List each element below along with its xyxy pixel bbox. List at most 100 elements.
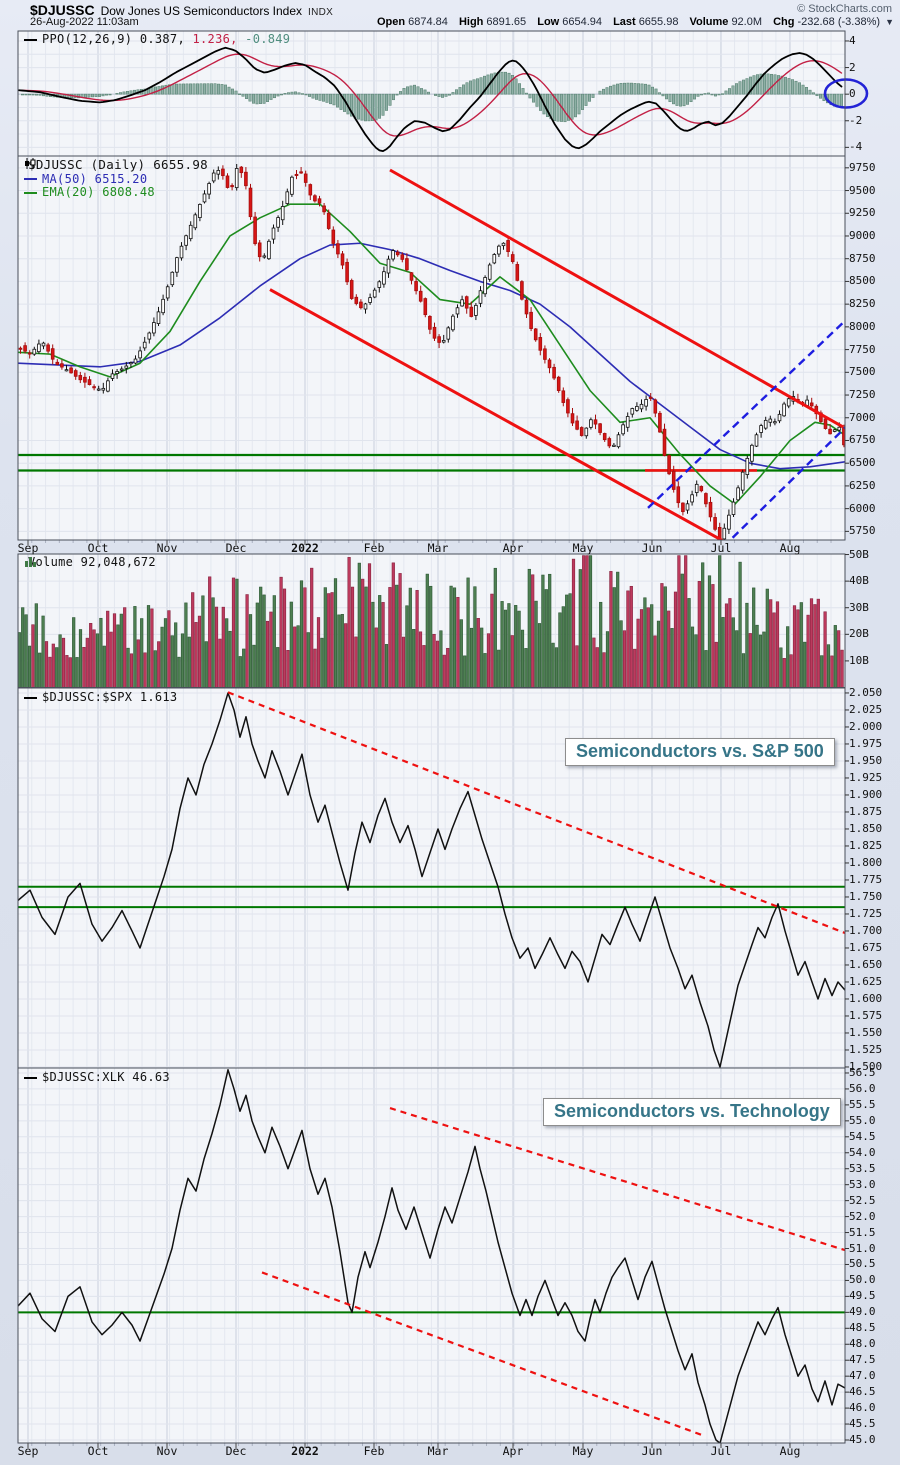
- volume-legend-text: Volume 92,048,672: [28, 555, 156, 569]
- y-axis-tick-label: 2.050: [849, 685, 883, 699]
- ratio-spx-legend-text: $DJUSSC:$SPX 1.613: [42, 690, 178, 704]
- y-axis-tick-label: 7500: [849, 365, 876, 379]
- y-axis-tick-label: 1.750: [849, 889, 883, 903]
- y-axis-tick-label: 54.0: [849, 1145, 876, 1159]
- low-label: Low: [537, 16, 560, 28]
- last-value: 6655.98: [638, 16, 679, 28]
- y-axis-tick-label: 46.0: [849, 1401, 876, 1415]
- y-axis-tick-label: 47.0: [849, 1369, 876, 1383]
- y-axis-tick-label: 4: [849, 33, 856, 47]
- x-axis-month-label: Jul: [710, 1444, 732, 1458]
- y-axis-tick-label: 40B: [849, 574, 869, 588]
- y-axis-tick-label: 55.5: [849, 1097, 876, 1111]
- y-axis-tick-label: 55.0: [849, 1113, 876, 1127]
- y-axis-tick-label: 1.575: [849, 1008, 883, 1022]
- x-axis-month-label: Mar: [427, 1444, 449, 1458]
- y-axis-tick-label: 56.0: [849, 1081, 876, 1095]
- x-axis-month-label: Apr: [502, 541, 524, 555]
- x-axis-month-label: Oct: [87, 1444, 109, 1458]
- x-axis-month-label: May: [572, 541, 594, 555]
- ma50-swatch: [24, 178, 37, 180]
- x-axis-month-label: Sep: [17, 541, 39, 555]
- volume-label: Volume: [689, 16, 729, 28]
- y-axis-tick-label: 9750: [849, 160, 876, 174]
- exchange-tag: INDX: [308, 7, 334, 18]
- y-axis-tick-label: 1.925: [849, 770, 883, 784]
- low-value: 6654.94: [562, 16, 602, 28]
- ppo-legend: PPO(12,26,9) 0.387, 1.236, -0.849: [24, 32, 291, 47]
- x-axis-month-label: Jun: [641, 541, 663, 555]
- x-axis-month-label: Jul: [710, 541, 732, 555]
- y-axis-tick-label: 50.5: [849, 1257, 876, 1271]
- y-axis-tick-label: 48.5: [849, 1321, 876, 1335]
- y-axis-tick-label: 1.625: [849, 974, 883, 988]
- price-legend-title: $DJUSSC (Daily) 6655.98: [28, 157, 208, 172]
- y-axis-tick-label: 1.600: [849, 991, 883, 1005]
- chg-label: Chg: [773, 16, 795, 28]
- y-axis-tick-label: 6750: [849, 433, 876, 447]
- y-axis-tick-label: 1.525: [849, 1042, 883, 1056]
- ppo-legend-main: PPO(12,26,9) 0.387,: [42, 32, 185, 46]
- x-axis-month-label: Sep: [17, 1444, 39, 1458]
- y-axis-tick-label: 45.5: [849, 1417, 876, 1431]
- x-axis-month-label: Feb: [363, 1444, 385, 1458]
- y-axis-tick-label: -2: [849, 113, 863, 127]
- y-axis-tick-label: 46.5: [849, 1385, 876, 1399]
- y-axis-tick-label: 1.500: [849, 1059, 883, 1073]
- ratio-spx-swatch: [24, 696, 37, 699]
- x-axis-month-label: Jun: [641, 1444, 663, 1458]
- y-axis-tick-label: 45.0: [849, 1433, 876, 1446]
- x-axis-month-label: May: [572, 1444, 594, 1458]
- index-name: Dow Jones US Semiconductors Index: [100, 4, 303, 18]
- chart-header: $DJUSSC Dow Jones US Semiconductors Index…: [30, 2, 333, 20]
- y-axis-tick-label: 50B: [849, 547, 869, 561]
- volume-legend: Volume 92,048,672: [24, 555, 156, 570]
- x-axis-month-label: Mar: [427, 541, 449, 555]
- y-axis-tick-label: -4: [849, 140, 863, 154]
- last-label: Last: [613, 16, 636, 28]
- y-axis-tick-label: 8250: [849, 297, 876, 311]
- y-axis-tick-label: 6000: [849, 501, 876, 515]
- y-axis-tick-label: 1.875: [849, 804, 883, 818]
- quote-strip: Open 6874.84 High 6891.65 Low 6654.94 Last 6…: [369, 16, 894, 28]
- ppo-hist-value: -0.849: [237, 32, 291, 46]
- y-axis-tick-label: 51.5: [849, 1225, 876, 1239]
- x-axis-month-label: 2022: [291, 541, 319, 555]
- y-axis-tick-label: 1.550: [849, 1025, 883, 1039]
- y-axis-tick-label: 1.700: [849, 923, 883, 937]
- y-axis-tick-label: 1.950: [849, 753, 883, 767]
- y-axis-tick-label: 1.850: [849, 821, 883, 835]
- chevron-down-icon[interactable]: ▼: [885, 17, 894, 27]
- x-axis-month-label: Aug: [779, 1444, 801, 1458]
- y-axis-tick-label: 1.900: [849, 787, 883, 801]
- volume-value: 92.0M: [731, 16, 763, 28]
- open-value: 6874.84: [408, 16, 448, 28]
- y-axis-tick-label: 1.825: [849, 838, 883, 852]
- y-axis-tick-label: 1.675: [849, 940, 883, 954]
- y-axis-tick-label: 56.5: [849, 1065, 876, 1079]
- y-axis-tick-label: 47.5: [849, 1353, 876, 1367]
- annotation-semis-vs-technology: Semiconductors vs. Technology: [543, 1098, 841, 1126]
- ratio-spx-legend: $DJUSSC:$SPX 1.613: [24, 690, 178, 705]
- open-label: Open: [377, 16, 406, 28]
- y-axis-tick-label: 51.0: [849, 1241, 876, 1255]
- high-label: High: [458, 16, 484, 28]
- ticker-symbol: $DJUSSC: [30, 2, 95, 18]
- x-axis-month-label: Nov: [156, 541, 178, 555]
- y-axis-tick-label: 49.0: [849, 1305, 876, 1319]
- ma50-legend: MA(50) 6515.20: [42, 171, 148, 186]
- annotation-semis-vs-sp500: Semiconductors vs. S&P 500: [565, 738, 835, 766]
- y-axis-tick-label: 8000: [849, 319, 876, 333]
- stockcharts-credit-link[interactable]: © StockCharts.com: [797, 3, 892, 15]
- ratio-xlk-legend-text: $DJUSSC:XLK 46.63: [42, 1070, 170, 1084]
- y-axis-tick-label: 0: [849, 87, 856, 101]
- ratio-xlk-legend: $DJUSSC:XLK 46.63: [24, 1070, 170, 1085]
- price-legend: $DJUSSC (Daily) 6655.98 MA(50) 6515.20 E…: [24, 158, 208, 200]
- y-axis-tick-label: 9250: [849, 206, 876, 220]
- y-axis-tick-label: 9500: [849, 183, 876, 197]
- x-axis-month-label: Dec: [225, 541, 247, 555]
- y-axis-tick-label: 8750: [849, 251, 876, 265]
- y-axis-tick-label: 2.025: [849, 702, 883, 716]
